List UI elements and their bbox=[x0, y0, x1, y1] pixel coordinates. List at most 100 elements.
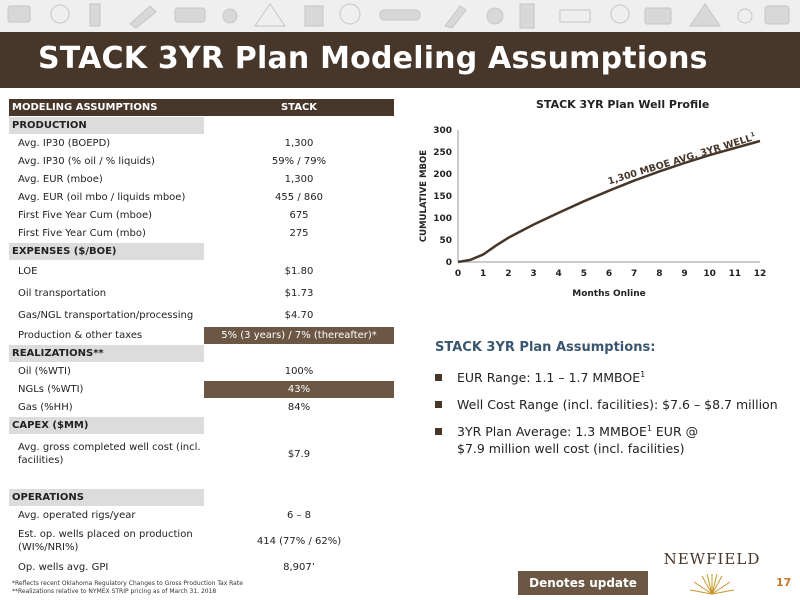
row-value: 275 bbox=[204, 224, 394, 243]
page-number: 17 bbox=[776, 576, 792, 589]
square-bullet-icon bbox=[435, 374, 442, 381]
row-value: 8,907’ bbox=[204, 558, 394, 577]
section-label: OPERATIONS bbox=[9, 488, 204, 507]
x-tick-label: 2 bbox=[505, 269, 511, 279]
row-value: $7.9 bbox=[204, 434, 394, 475]
header-pattern bbox=[0, 0, 800, 32]
x-tick-label: 7 bbox=[631, 269, 637, 279]
chart-y-ticks: 0 50 100 150 200 250 300 bbox=[433, 126, 452, 268]
column-header: STACK bbox=[204, 99, 394, 117]
table-row: First Five Year Cum (mboe) 675 bbox=[9, 206, 394, 225]
row-label: Gas (%HH) bbox=[9, 398, 204, 417]
section-row-realizations: REALIZATIONS** bbox=[9, 344, 394, 363]
assumption-bullet: 3YR Plan Average: 1.3 MMBOE1 EUR @ $7.9 … bbox=[435, 423, 725, 457]
y-tick-label: 300 bbox=[433, 126, 452, 136]
row-value: 1,300 bbox=[204, 170, 394, 189]
table-row: NGLs (%WTI) 43% bbox=[9, 380, 394, 399]
modeling-assumptions-table: MODELING ASSUMPTIONS STACK PRODUCTION Av… bbox=[9, 99, 394, 577]
square-bullet-icon bbox=[435, 428, 442, 435]
row-label: LOE bbox=[9, 260, 204, 283]
x-tick-label: 10 bbox=[703, 269, 716, 279]
row-label: Avg. EUR (oil mbo / liquids mboe) bbox=[9, 188, 204, 207]
row-label: Avg. gross completed well cost (incl. fa… bbox=[9, 434, 204, 475]
sunburst-icon bbox=[689, 573, 735, 595]
y-tick-label: 150 bbox=[433, 192, 452, 202]
chart-x-ticks: 0 1 2 3 4 5 6 7 8 9 10 11 12 bbox=[455, 269, 766, 279]
x-tick-label: 12 bbox=[754, 269, 767, 279]
row-label: Avg. EUR (mboe) bbox=[9, 170, 204, 189]
table-row: Avg. EUR (mboe) 1,300 bbox=[9, 170, 394, 189]
assumption-bullet: Well Cost Range (incl. facilities): $7.6… bbox=[435, 396, 795, 413]
tools-pattern-icon bbox=[7, 3, 790, 29]
updated-value: 43% bbox=[204, 380, 394, 399]
row-label: Est. op. wells placed on production (WI%… bbox=[9, 524, 204, 559]
section-row-capex: CAPEX ($MM) bbox=[9, 416, 394, 435]
row-value: 1,300 bbox=[204, 134, 394, 153]
row-value: 414 (77% / 62%) bbox=[204, 524, 394, 559]
chart-title: STACK 3YR Plan Well Profile bbox=[536, 98, 709, 111]
table-row: Production & other taxes 5% (3 years) / … bbox=[9, 326, 394, 345]
x-tick-label: 5 bbox=[581, 269, 587, 279]
spacer-row bbox=[9, 474, 394, 489]
row-label: Gas/NGL transportation/processing bbox=[9, 304, 204, 327]
row-label: Oil transportation bbox=[9, 282, 204, 305]
x-tick-label: 3 bbox=[530, 269, 536, 279]
x-tick-label: 11 bbox=[729, 269, 742, 279]
y-tick-label: 50 bbox=[439, 236, 452, 246]
y-tick-label: 200 bbox=[433, 170, 452, 180]
x-tick-label: 8 bbox=[656, 269, 662, 279]
row-value: 59% / 79% bbox=[204, 152, 394, 171]
table-header-row: MODELING ASSUMPTIONS STACK bbox=[9, 99, 394, 117]
row-label: Avg. IP30 (% oil / % liquids) bbox=[9, 152, 204, 171]
x-tick-label: 0 bbox=[455, 269, 461, 279]
row-value: 455 / 860 bbox=[204, 188, 394, 207]
table-row: Avg. IP30 (% oil / % liquids) 59% / 79% bbox=[9, 152, 394, 171]
row-label: NGLs (%WTI) bbox=[9, 380, 204, 399]
row-value: 84% bbox=[204, 398, 394, 417]
chart-series-line bbox=[457, 139, 761, 264]
y-tick-label: 250 bbox=[433, 148, 452, 158]
section-row-production: PRODUCTION bbox=[9, 116, 394, 135]
row-label: Op. wells avg. GPI bbox=[9, 558, 204, 577]
updated-value: 5% (3 years) / 7% (thereafter)* bbox=[204, 326, 394, 345]
row-label: Production & other taxes bbox=[9, 326, 204, 345]
assumption-bullet: EUR Range: 1.1 – 1.7 MMBOE1 bbox=[435, 369, 795, 386]
x-tick-label: 1 bbox=[480, 269, 486, 279]
well-profile-chart: STACK 3YR Plan Well Profile 050100150200… bbox=[419, 98, 766, 299]
page-title: STACK 3YR Plan Modeling Assumptions bbox=[38, 41, 708, 76]
table-row: Gas (%HH) 84% bbox=[9, 398, 394, 417]
row-value: $1.73 bbox=[204, 282, 394, 305]
row-value: 100% bbox=[204, 362, 394, 381]
table-row: Avg. operated rigs/year 6 – 8 bbox=[9, 506, 394, 525]
denotes-update-legend: Denotes update bbox=[518, 571, 648, 595]
square-bullet-icon bbox=[435, 401, 442, 408]
row-value: $1.80 bbox=[204, 260, 394, 283]
row-label: First Five Year Cum (mbo) bbox=[9, 224, 204, 243]
section-label: EXPENSES ($/BOE) bbox=[9, 242, 204, 261]
row-value: $4.70 bbox=[204, 304, 394, 327]
x-tick-label: 6 bbox=[606, 269, 612, 279]
row-value: 6 – 8 bbox=[204, 506, 394, 525]
table-row: Avg. IP30 (BOEPD) 1,300 bbox=[9, 134, 394, 153]
footnote: *Reflects recent Oklahoma Regulatory Cha… bbox=[12, 580, 243, 587]
chart-y-axis-label: CUMULATIVE MBOE bbox=[419, 150, 429, 242]
x-tick-label: 9 bbox=[681, 269, 687, 279]
table-row: Avg. gross completed well cost (incl. fa… bbox=[9, 434, 394, 475]
row-label: First Five Year Cum (mboe) bbox=[9, 206, 204, 225]
table-row: LOE $1.80 bbox=[9, 260, 394, 283]
column-header: MODELING ASSUMPTIONS bbox=[9, 99, 204, 117]
table-row: Gas/NGL transportation/processing $4.70 bbox=[9, 304, 394, 327]
y-tick-label: 0 bbox=[446, 258, 452, 268]
table-row: Op. wells avg. GPI 8,907’ bbox=[9, 558, 394, 577]
chart-annotation: 1,300 MBOE AVG. 3YR WELL1 bbox=[606, 131, 757, 188]
table-row: Est. op. wells placed on production (WI%… bbox=[9, 524, 394, 559]
table-row: Avg. EUR (oil mbo / liquids mboe) 455 / … bbox=[9, 188, 394, 207]
y-tick-label: 100 bbox=[433, 214, 452, 224]
chart-axes bbox=[457, 130, 760, 263]
section-label: REALIZATIONS** bbox=[9, 344, 204, 363]
footnote: **Realizations relative to NYMEX STRIP p… bbox=[12, 588, 217, 595]
section-label: PRODUCTION bbox=[9, 116, 204, 135]
assumptions-title: STACK 3YR Plan Assumptions: bbox=[435, 340, 656, 355]
chart-x-axis-label: Months Online bbox=[572, 289, 646, 299]
title-bar bbox=[0, 32, 800, 88]
